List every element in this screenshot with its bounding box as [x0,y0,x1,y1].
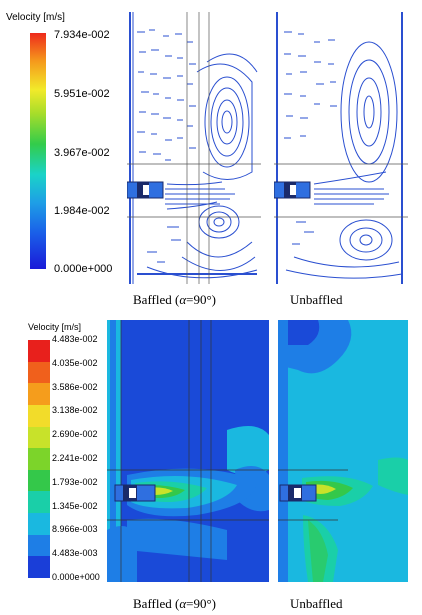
caption-top-baffled: Baffled (α=90°) [133,292,217,307]
legend-swatch [28,513,50,536]
legend-swatch [28,426,50,449]
top-legend-title: Velocity [m/s] [6,12,65,23]
bottom-legend-tick: 2.690e-002 [52,429,98,440]
contour-panel-unbaffled [278,320,408,582]
legend-swatch [28,448,50,471]
caption-top-unbaffled: Unbaffled [290,292,343,307]
bottom-legend-tick: 3.586e-002 [52,381,98,392]
bottom-legend-tick: 1.345e-002 [52,500,98,511]
legend-swatch [28,556,50,579]
streamline-plot-unbaffled [274,12,408,284]
legend-swatch [28,491,50,514]
bottom-legend-tick: 3.138e-002 [52,405,98,416]
streamline-panel-baffled [127,12,261,284]
legend-swatch [28,404,50,428]
bottom-legend-tick: 8.966e-003 [52,524,98,535]
legend-swatch [28,361,50,384]
contour-panel-baffled [107,320,269,582]
bottom-legend-colorbar [28,340,50,579]
bottom-legend-title: Velocity [m/s] [28,322,82,332]
streamline-panel-unbaffled [274,12,408,284]
bottom-legend-tick: 2.241e-002 [52,453,98,463]
contour-plot-baffled [107,320,269,582]
top-legend-tick: 7.934e-002 [54,29,110,41]
top-legend-tick: 0.000e+000 [54,263,113,275]
caption-bottom-baffled: Baffled (α=90°) [133,596,217,611]
top-legend-tick: 3.967e-002 [54,147,110,159]
legend-swatch [28,383,50,406]
legend-swatch [28,469,50,492]
streamline-plot-baffled [127,12,261,284]
bottom-legend-tick: 4.483e-003 [52,548,98,559]
top-legend-tick: 1.984e-002 [54,205,110,217]
bottom-legend-tick: 0.000e+000 [52,572,100,582]
bottom-legend-tick: 1.793e-002 [52,476,98,487]
top-legend-colorbar [30,33,46,269]
bottom-legend-tick: 4.483e-002 [52,334,98,344]
contour-plot-unbaffled [278,320,408,582]
legend-swatch [28,340,50,363]
legend-swatch [28,534,50,557]
caption-bottom-unbaffled: Unbaffled [290,596,343,611]
top-legend-tick: 5.951e-002 [54,88,110,100]
bottom-legend-tick: 4.035e-002 [52,357,98,368]
